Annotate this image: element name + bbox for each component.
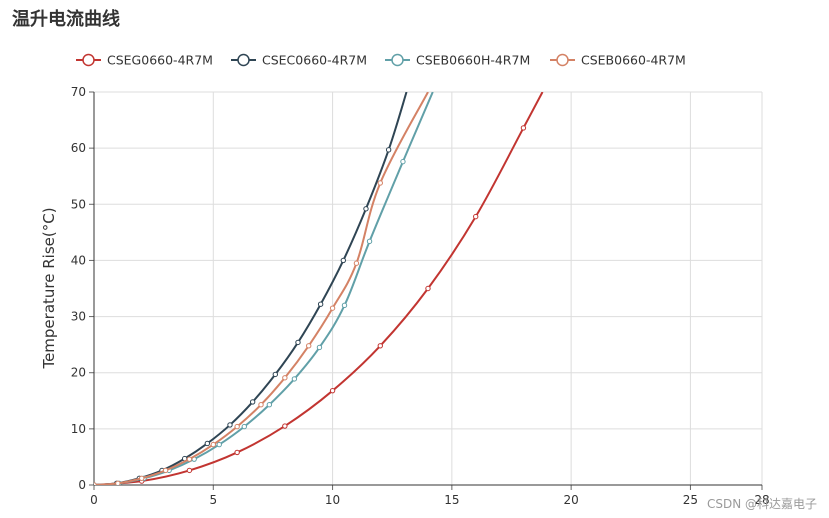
legend-label: CSEB0660H-4R7M bbox=[416, 53, 530, 68]
legend: CSEG0660-4R7M CSEC0660-4R7M CSEB0660H-4R7M… bbox=[76, 53, 686, 68]
data-point[interactable] bbox=[377, 180, 383, 186]
data-point[interactable] bbox=[317, 301, 324, 307]
data-point[interactable] bbox=[363, 206, 369, 212]
data-point[interactable] bbox=[266, 402, 273, 408]
data-point[interactable] bbox=[400, 158, 406, 165]
data-point[interactable] bbox=[282, 423, 288, 429]
series-csec0660-4r7m bbox=[94, 92, 408, 485]
data-point[interactable] bbox=[162, 467, 169, 474]
legend-item[interactable]: CSEB0660-4R7M bbox=[550, 53, 686, 68]
data-point[interactable] bbox=[520, 125, 527, 131]
legend-circle-marker bbox=[391, 53, 404, 67]
data-point[interactable] bbox=[366, 238, 373, 245]
legend-circle-marker bbox=[556, 53, 569, 67]
data-point[interactable] bbox=[186, 456, 193, 462]
data-point[interactable] bbox=[139, 475, 145, 481]
data-point[interactable] bbox=[92, 482, 97, 487]
series-cseg0660-4r7m bbox=[94, 92, 544, 485]
legend-circle-marker bbox=[237, 53, 250, 67]
series-lines bbox=[92, 92, 544, 487]
series-line bbox=[94, 92, 429, 485]
y-axis: 0 10 20 30 40 50 60 70 bbox=[71, 85, 95, 492]
data-point[interactable] bbox=[329, 387, 336, 394]
x-tick-label: 10 bbox=[325, 493, 340, 507]
data-point[interactable] bbox=[186, 467, 193, 474]
grid-lines bbox=[94, 91, 763, 485]
legend-label: CSEG0660-4R7M bbox=[107, 53, 213, 68]
legend-label: CSEB0660-4R7M bbox=[581, 53, 686, 68]
series-cseb0660-4r7m bbox=[92, 92, 429, 487]
data-point[interactable] bbox=[115, 480, 121, 485]
x-axis: 0 5 10 15 20 25 28 bbox=[90, 484, 770, 507]
data-point[interactable] bbox=[306, 343, 312, 349]
y-tick-label: 60 bbox=[71, 141, 86, 155]
series-line bbox=[94, 92, 408, 485]
x-tick-label: 15 bbox=[444, 493, 459, 507]
data-point[interactable] bbox=[291, 376, 298, 382]
series-line bbox=[94, 92, 434, 485]
x-tick-label: 28 bbox=[754, 493, 769, 507]
y-tick-label: 30 bbox=[71, 310, 86, 324]
y-tick-label: 20 bbox=[71, 366, 86, 380]
data-point[interactable] bbox=[473, 213, 479, 220]
data-point[interactable] bbox=[329, 305, 336, 311]
data-point[interactable] bbox=[316, 344, 323, 351]
x-tick-label: 5 bbox=[209, 493, 217, 507]
y-tick-label: 70 bbox=[71, 85, 86, 99]
legend-label: CSEC0660-4R7M bbox=[262, 53, 367, 68]
x-tick-label: 0 bbox=[90, 493, 98, 507]
data-point[interactable] bbox=[377, 343, 383, 349]
data-point[interactable] bbox=[249, 399, 256, 405]
data-point[interactable] bbox=[234, 449, 240, 456]
data-point[interactable] bbox=[425, 285, 431, 292]
data-point[interactable] bbox=[353, 260, 360, 266]
legend-item[interactable]: CSEC0660-4R7M bbox=[231, 53, 367, 68]
data-point[interactable] bbox=[241, 423, 248, 430]
y-tick-label: 10 bbox=[71, 422, 86, 436]
data-point[interactable] bbox=[258, 402, 264, 408]
legend-item[interactable]: CSEG0660-4R7M bbox=[76, 53, 213, 68]
data-point[interactable] bbox=[385, 147, 392, 153]
chart-title: 温升电流曲线 bbox=[12, 9, 120, 30]
data-point[interactable] bbox=[227, 422, 233, 428]
data-point[interactable] bbox=[282, 375, 288, 381]
watermark-text: CSDN @科达嘉电子 bbox=[706, 497, 817, 511]
y-tick-label: 50 bbox=[71, 197, 86, 211]
y-axis-label: Temperature Rise(°C) bbox=[40, 207, 58, 369]
y-tick-label: 0 bbox=[78, 478, 86, 492]
legend-item[interactable]: CSEB0660H-4R7M bbox=[385, 53, 530, 68]
x-tick-label: 25 bbox=[683, 493, 698, 507]
data-point[interactable] bbox=[340, 257, 347, 264]
data-point[interactable] bbox=[204, 440, 211, 447]
data-point[interactable] bbox=[272, 371, 279, 378]
data-point[interactable] bbox=[234, 423, 240, 430]
series-line bbox=[94, 92, 544, 485]
data-point[interactable] bbox=[341, 302, 348, 309]
y-tick-label: 40 bbox=[71, 253, 86, 267]
x-tick-label: 20 bbox=[564, 493, 579, 507]
data-point[interactable] bbox=[295, 339, 301, 346]
data-point[interactable] bbox=[216, 441, 222, 448]
legend-circle-marker bbox=[82, 53, 95, 67]
data-point[interactable] bbox=[210, 441, 216, 448]
series-cseb0660h-4r7m bbox=[94, 92, 434, 485]
